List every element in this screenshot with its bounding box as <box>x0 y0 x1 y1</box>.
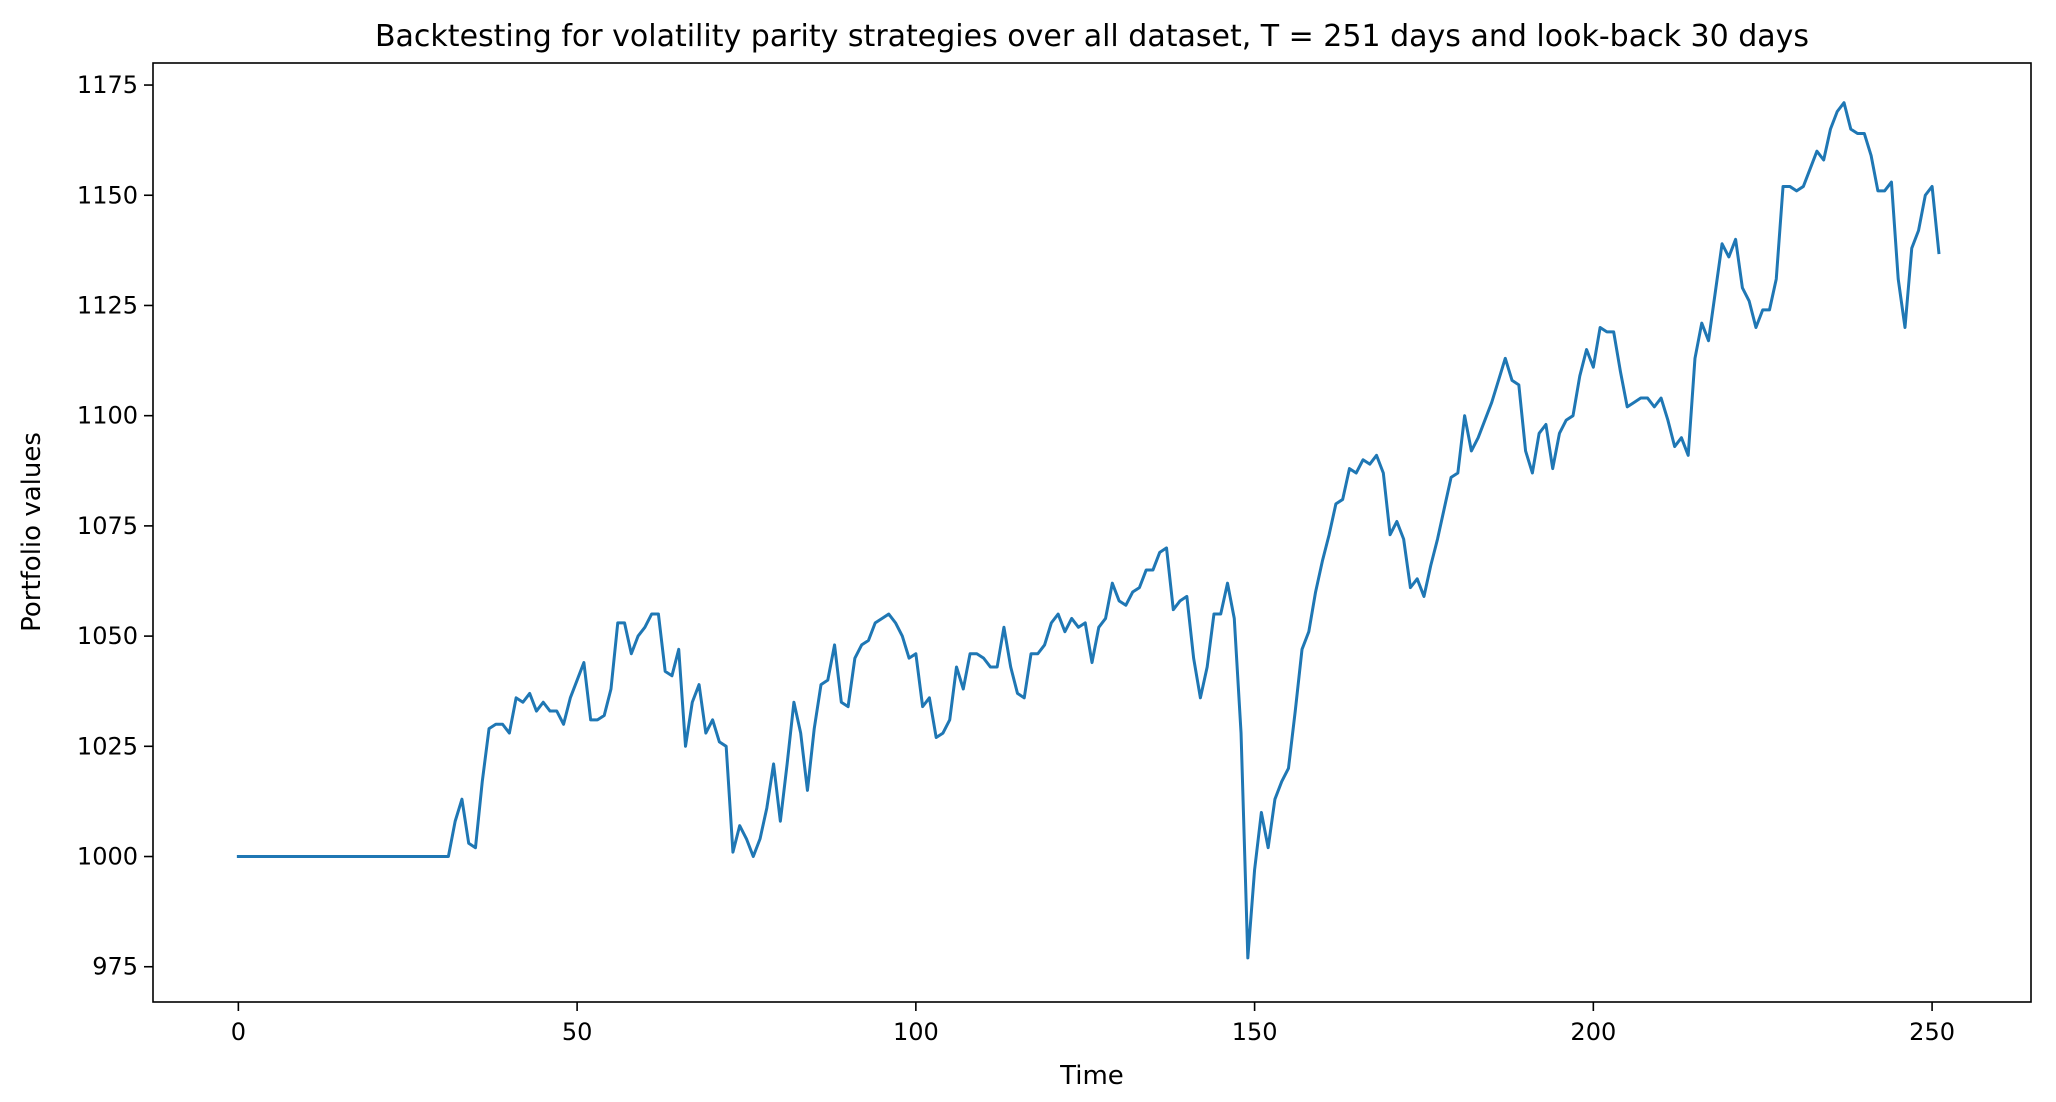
y-tick-label: 1075 <box>77 512 138 540</box>
y-axis: 975 1000 1025 1050 1075 1100 1125 1150 1175 <box>77 71 153 981</box>
y-tick-label: 1050 <box>77 622 138 650</box>
x-tick-label: 250 <box>1909 1018 1955 1046</box>
y-tick-label: 1150 <box>77 181 138 209</box>
x-tick-label: 0 <box>231 1018 246 1046</box>
plot-area <box>236 101 1941 960</box>
y-tick-label: 1100 <box>77 402 138 430</box>
y-tick-label: 1125 <box>77 291 138 319</box>
series-line-0 <box>236 101 1941 960</box>
x-axis: 0 50 100 150 200 250 <box>231 1002 1955 1046</box>
chart-title: Backtesting for volatility parity strate… <box>375 19 1809 54</box>
y-tick-label: 1000 <box>77 843 138 871</box>
x-tick-label: 150 <box>1232 1018 1278 1046</box>
x-axis-label: Time <box>1059 1061 1124 1091</box>
x-tick-label: 200 <box>1570 1018 1616 1046</box>
x-tick-label: 50 <box>562 1018 593 1046</box>
y-axis-label: Portfolio values <box>17 432 47 632</box>
y-tick-label: 975 <box>92 953 138 981</box>
y-tick-label: 1025 <box>77 732 138 760</box>
x-tick-label: 100 <box>893 1018 939 1046</box>
y-tick-label: 1175 <box>77 71 138 99</box>
axes-frame <box>152 62 2032 1003</box>
